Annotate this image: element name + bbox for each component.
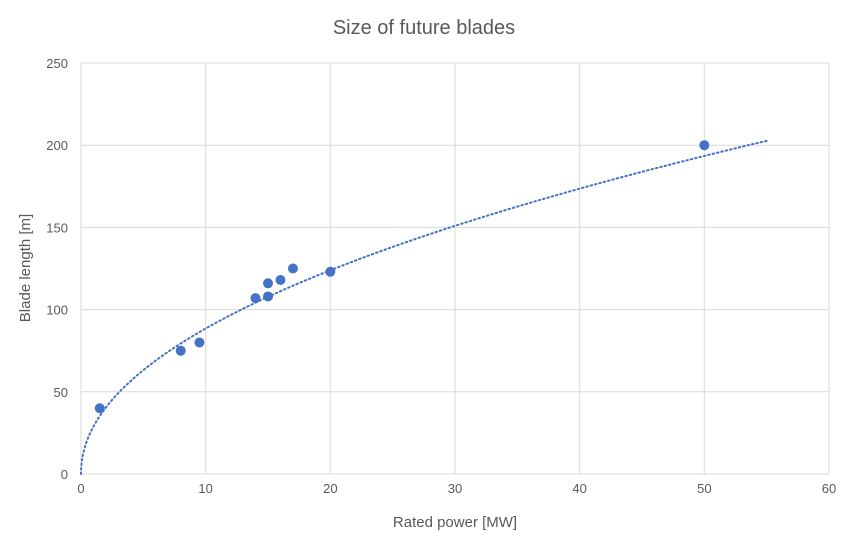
x-tick-label: 50 (697, 481, 711, 496)
x-tick-label: 60 (822, 481, 836, 496)
data-point (194, 337, 205, 348)
data-point (94, 403, 105, 414)
y-axis-ticks: 0 50 100 150 200 250 (46, 56, 68, 482)
y-tick-label: 250 (46, 56, 68, 71)
y-tick-label: 100 (46, 303, 68, 318)
data-point (325, 266, 336, 277)
x-axis-label: Rated power [MW] (393, 514, 517, 531)
x-tick-label: 0 (77, 481, 84, 496)
chart-title: Size of future blades (333, 17, 515, 39)
y-axis-label: Blade length [m] (17, 214, 34, 322)
grid (80, 62, 830, 475)
data-points (94, 140, 710, 414)
x-tick-label: 30 (448, 481, 462, 496)
y-tick-label: 150 (46, 220, 68, 235)
data-point (287, 263, 298, 274)
data-point (250, 293, 261, 304)
y-tick-label: 200 (46, 138, 68, 153)
x-tick-label: 20 (323, 481, 337, 496)
x-tick-label: 10 (198, 481, 212, 496)
data-point (175, 345, 186, 356)
data-point (699, 140, 710, 151)
trendline (80, 139, 768, 475)
y-tick-label: 0 (61, 467, 68, 482)
x-tick-label: 40 (572, 481, 586, 496)
data-point (275, 275, 286, 286)
x-axis-ticks: 0 10 20 30 40 50 60 (77, 481, 836, 496)
y-tick-label: 50 (54, 385, 68, 400)
data-point (263, 291, 273, 302)
data-point (263, 278, 273, 289)
